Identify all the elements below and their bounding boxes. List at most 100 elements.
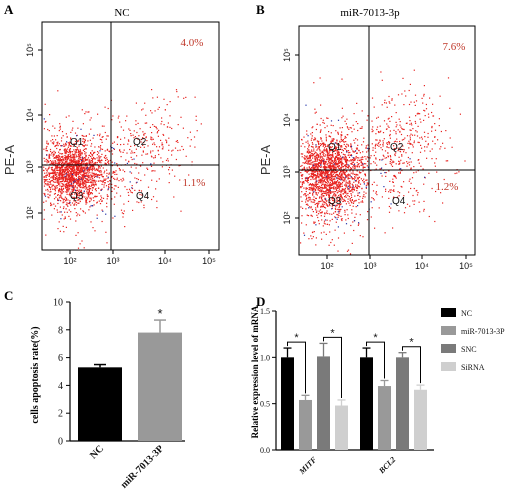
- scatter-point: [92, 173, 94, 175]
- scatter-point: [69, 150, 71, 153]
- panel-a-q3: Q3: [70, 191, 84, 202]
- scatter-point: [323, 142, 325, 144]
- scatter-point: [415, 190, 417, 192]
- scatter-point: [350, 145, 353, 148]
- scatter-point: [73, 160, 75, 163]
- scatter-point: [330, 170, 332, 172]
- scatter-point: [314, 171, 316, 173]
- panel-a-scatter: [43, 89, 202, 249]
- scatter-point: [67, 199, 69, 201]
- scatter-point: [57, 199, 59, 201]
- scatter-point: [323, 155, 325, 157]
- scatter-point: [359, 159, 361, 161]
- scatter-point: [91, 153, 93, 155]
- scatter-point: [310, 207, 312, 209]
- scatter-point: [340, 133, 342, 136]
- scatter-point: [67, 146, 69, 148]
- scatter-point: [56, 147, 58, 150]
- scatter-point: [334, 153, 336, 155]
- scatter-point: [323, 231, 325, 233]
- scatter-point: [94, 151, 96, 153]
- scatter-point: [66, 189, 68, 191]
- scatter-point: [339, 177, 341, 179]
- scatter-point: [67, 165, 69, 167]
- scatter-point: [162, 133, 164, 136]
- scatter-point: [337, 144, 339, 146]
- scatter-point: [322, 145, 324, 147]
- scatter-point: [392, 178, 394, 180]
- scatter-point: [338, 153, 340, 156]
- scatter-point: [346, 162, 348, 164]
- scatter-point: [350, 190, 352, 192]
- scatter-point: [345, 176, 347, 178]
- scatter-point: [65, 152, 67, 154]
- scatter-point: [311, 174, 313, 176]
- scatter-point: [340, 167, 342, 169]
- scatter-point: [314, 186, 317, 188]
- scatter-point: [332, 152, 334, 154]
- scatter-point: [76, 169, 78, 171]
- scatter-point: [150, 163, 152, 165]
- scatter-point: [365, 147, 368, 149]
- scatter-point: [58, 183, 60, 185]
- scatter-point: [350, 193, 352, 195]
- scatter-point: [406, 161, 408, 163]
- scatter-point: [300, 242, 302, 244]
- scatter-point: [320, 212, 322, 214]
- scatter-point: [307, 215, 310, 217]
- scatter-point: [77, 173, 79, 175]
- scatter-point: [322, 190, 324, 192]
- scatter-point: [302, 181, 304, 183]
- scatter-point: [325, 177, 327, 179]
- scatter-point: [363, 183, 365, 185]
- scatter-point: [392, 161, 394, 163]
- scatter-point: [323, 160, 325, 163]
- scatter-point: [367, 115, 369, 117]
- scatter-point: [79, 178, 82, 180]
- scatter-point: [324, 186, 326, 188]
- scatter-point: [300, 153, 302, 155]
- scatter-point: [54, 127, 56, 129]
- scatter-point: [389, 189, 391, 191]
- scatter-point: [111, 153, 114, 155]
- scatter-point: [88, 190, 90, 192]
- scatter-point: [408, 89, 410, 92]
- scatter-point: [81, 169, 84, 171]
- scatter-point: [331, 175, 333, 177]
- scatter-point: [329, 146, 331, 148]
- scatter-point: [71, 161, 74, 163]
- scatter-point: [353, 164, 355, 166]
- scatter-point: [333, 160, 335, 162]
- scatter-point: [384, 172, 386, 174]
- scatter-point: [106, 135, 108, 137]
- scatter-point: [66, 157, 68, 159]
- scatter-point: [83, 160, 85, 162]
- scatter-point: [305, 188, 307, 190]
- scatter-point: [75, 194, 78, 196]
- scatter-point: [93, 176, 96, 178]
- scatter-point: [315, 164, 317, 167]
- scatter-point: [316, 123, 318, 125]
- scatter-point: [343, 148, 345, 150]
- scatter-point: [140, 201, 142, 203]
- scatter-point: [345, 203, 347, 205]
- scatter-point: [49, 174, 51, 176]
- scatter-point: [367, 147, 369, 150]
- scatter-point: [84, 157, 86, 159]
- scatter-point: [387, 142, 389, 144]
- scatter-point: [370, 201, 372, 203]
- scatter-point: [89, 162, 91, 164]
- scatter-point: [364, 175, 367, 177]
- scatter-point: [341, 107, 343, 109]
- scatter-point: [409, 137, 411, 139]
- scatter-point: [341, 179, 343, 181]
- scatter-point: [57, 194, 59, 196]
- scatter-point: [77, 153, 80, 156]
- scatter-point: [340, 215, 342, 217]
- scatter-point: [318, 200, 320, 203]
- scatter-point: [120, 151, 122, 153]
- scatter-point: [327, 205, 329, 207]
- scatter-point: [328, 203, 331, 205]
- scatter-point: [326, 204, 328, 206]
- scatter-point: [63, 181, 65, 183]
